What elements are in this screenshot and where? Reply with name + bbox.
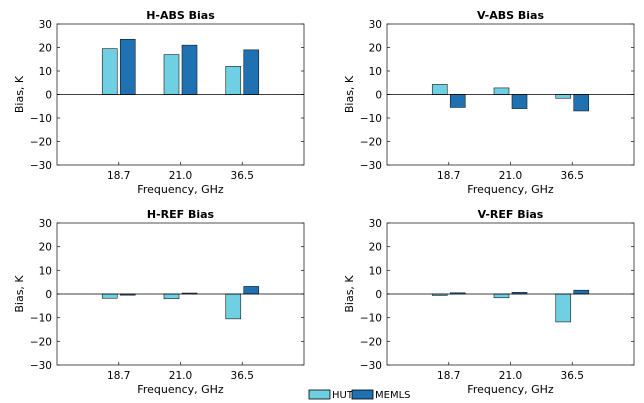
y-tick-label: 30: [39, 218, 52, 230]
legend-label-hut: HUT: [332, 390, 354, 401]
legend-swatch-hut: [308, 389, 331, 400]
y-tick-label: 20: [369, 43, 382, 55]
y-axis-label: Bias, K: [343, 275, 356, 313]
y-tick-label: 0: [375, 289, 382, 301]
y-tick-label: 20: [39, 43, 52, 55]
chart-panel: H-REF Bias −30 −20 −10 0 10 20 30 Bias, K 18.7 21.…: [13, 208, 305, 396]
legend-swatch-memls: [351, 389, 374, 400]
y-tick-label: −20: [30, 336, 52, 348]
x-axis-label: Frequency, GHz: [467, 183, 554, 196]
x-tick-label: 18.7: [107, 170, 130, 182]
y-tick-label: −20: [360, 137, 382, 149]
x-tick-label: 36.5: [561, 170, 584, 182]
y-tick-label: −30: [360, 360, 382, 372]
y-tick-label: −20: [30, 137, 52, 149]
bar-hut: [225, 66, 242, 95]
x-axis-label: Frequency, GHz: [137, 183, 224, 196]
x-tick-label: 21.0: [169, 370, 192, 382]
bar-hut: [431, 84, 448, 95]
chart-panel: V-ABS Bias −30 −20 −10 0 10 20 30 Bias, K 18.7 21.…: [343, 9, 635, 196]
x-tick-label: 36.5: [231, 170, 254, 182]
x-tick-label: 21.0: [169, 170, 192, 182]
y-tick-label: 0: [375, 90, 382, 102]
bar-hut: [225, 293, 242, 320]
x-tick-label: 18.7: [107, 370, 130, 382]
y-tick-label: −10: [360, 113, 382, 125]
y-tick-label: −30: [30, 160, 52, 172]
y-tick-label: 30: [369, 218, 382, 230]
y-tick-label: 10: [39, 66, 52, 78]
y-tick-label: −30: [30, 360, 52, 372]
y-tick-label: 10: [369, 66, 382, 78]
bar-hut: [555, 293, 572, 323]
bar-hut: [163, 54, 180, 95]
chart-title: H-ABS Bias: [146, 9, 215, 22]
bar-memls: [511, 94, 528, 109]
y-tick-label: −20: [360, 336, 382, 348]
x-tick-label: 21.0: [499, 170, 522, 182]
bar-memls: [573, 94, 590, 112]
y-tick-label: 30: [39, 19, 52, 31]
bar-hut: [493, 87, 510, 95]
y-tick-label: 20: [369, 242, 382, 254]
y-axis-label: Bias, K: [13, 75, 26, 113]
y-tick-label: 0: [45, 90, 52, 102]
bar-hut: [101, 293, 118, 299]
y-tick-label: 10: [369, 265, 382, 277]
x-axis-label: Frequency, GHz: [467, 383, 554, 396]
y-tick-label: −10: [30, 113, 52, 125]
y-tick-label: −10: [360, 313, 382, 325]
chart-title: V-REF Bias: [478, 208, 544, 221]
chart-title: H-REF Bias: [147, 208, 215, 221]
x-tick-label: 36.5: [561, 370, 584, 382]
y-tick-label: 30: [369, 19, 382, 31]
bar-memls: [449, 94, 466, 108]
bar-hut: [101, 48, 118, 95]
bar-memls: [181, 44, 198, 95]
legend-label-memls: MEMLS: [375, 390, 411, 401]
y-tick-label: −10: [30, 313, 52, 325]
legend: HUT MEMLS: [308, 389, 411, 401]
bar-memls: [119, 38, 136, 95]
bar-memls: [243, 49, 260, 95]
bar-hut: [163, 293, 180, 300]
bar-hut: [493, 293, 510, 299]
x-tick-label: 18.7: [437, 170, 460, 182]
bar-memls: [573, 289, 590, 295]
bar-memls: [243, 286, 260, 295]
x-tick-label: 36.5: [231, 370, 254, 382]
y-axis-label: Bias, K: [13, 275, 26, 313]
x-tick-label: 18.7: [437, 370, 460, 382]
bar-hut: [555, 94, 572, 99]
chart-title: V-ABS Bias: [477, 9, 545, 22]
y-axis-label: Bias, K: [343, 75, 356, 113]
y-tick-label: −30: [360, 160, 382, 172]
y-tick-label: 0: [45, 289, 52, 301]
x-axis-label: Frequency, GHz: [137, 383, 224, 396]
x-tick-label: 21.0: [499, 370, 522, 382]
chart-panel: V-REF Bias −30 −20 −10 0 10 20 30 Bias, K 18.7 21.…: [343, 208, 635, 396]
chart-panel: H-ABS Bias −30 −20 −10 0 10 20 30 Bias, K 18.7 21.…: [13, 9, 305, 196]
chart-panels: H-ABS Bias −30 −20 −10 0 10 20 30 Bias, K 18.7 21.…: [13, 9, 635, 396]
y-tick-label: 10: [39, 265, 52, 277]
y-tick-label: 20: [39, 242, 52, 254]
